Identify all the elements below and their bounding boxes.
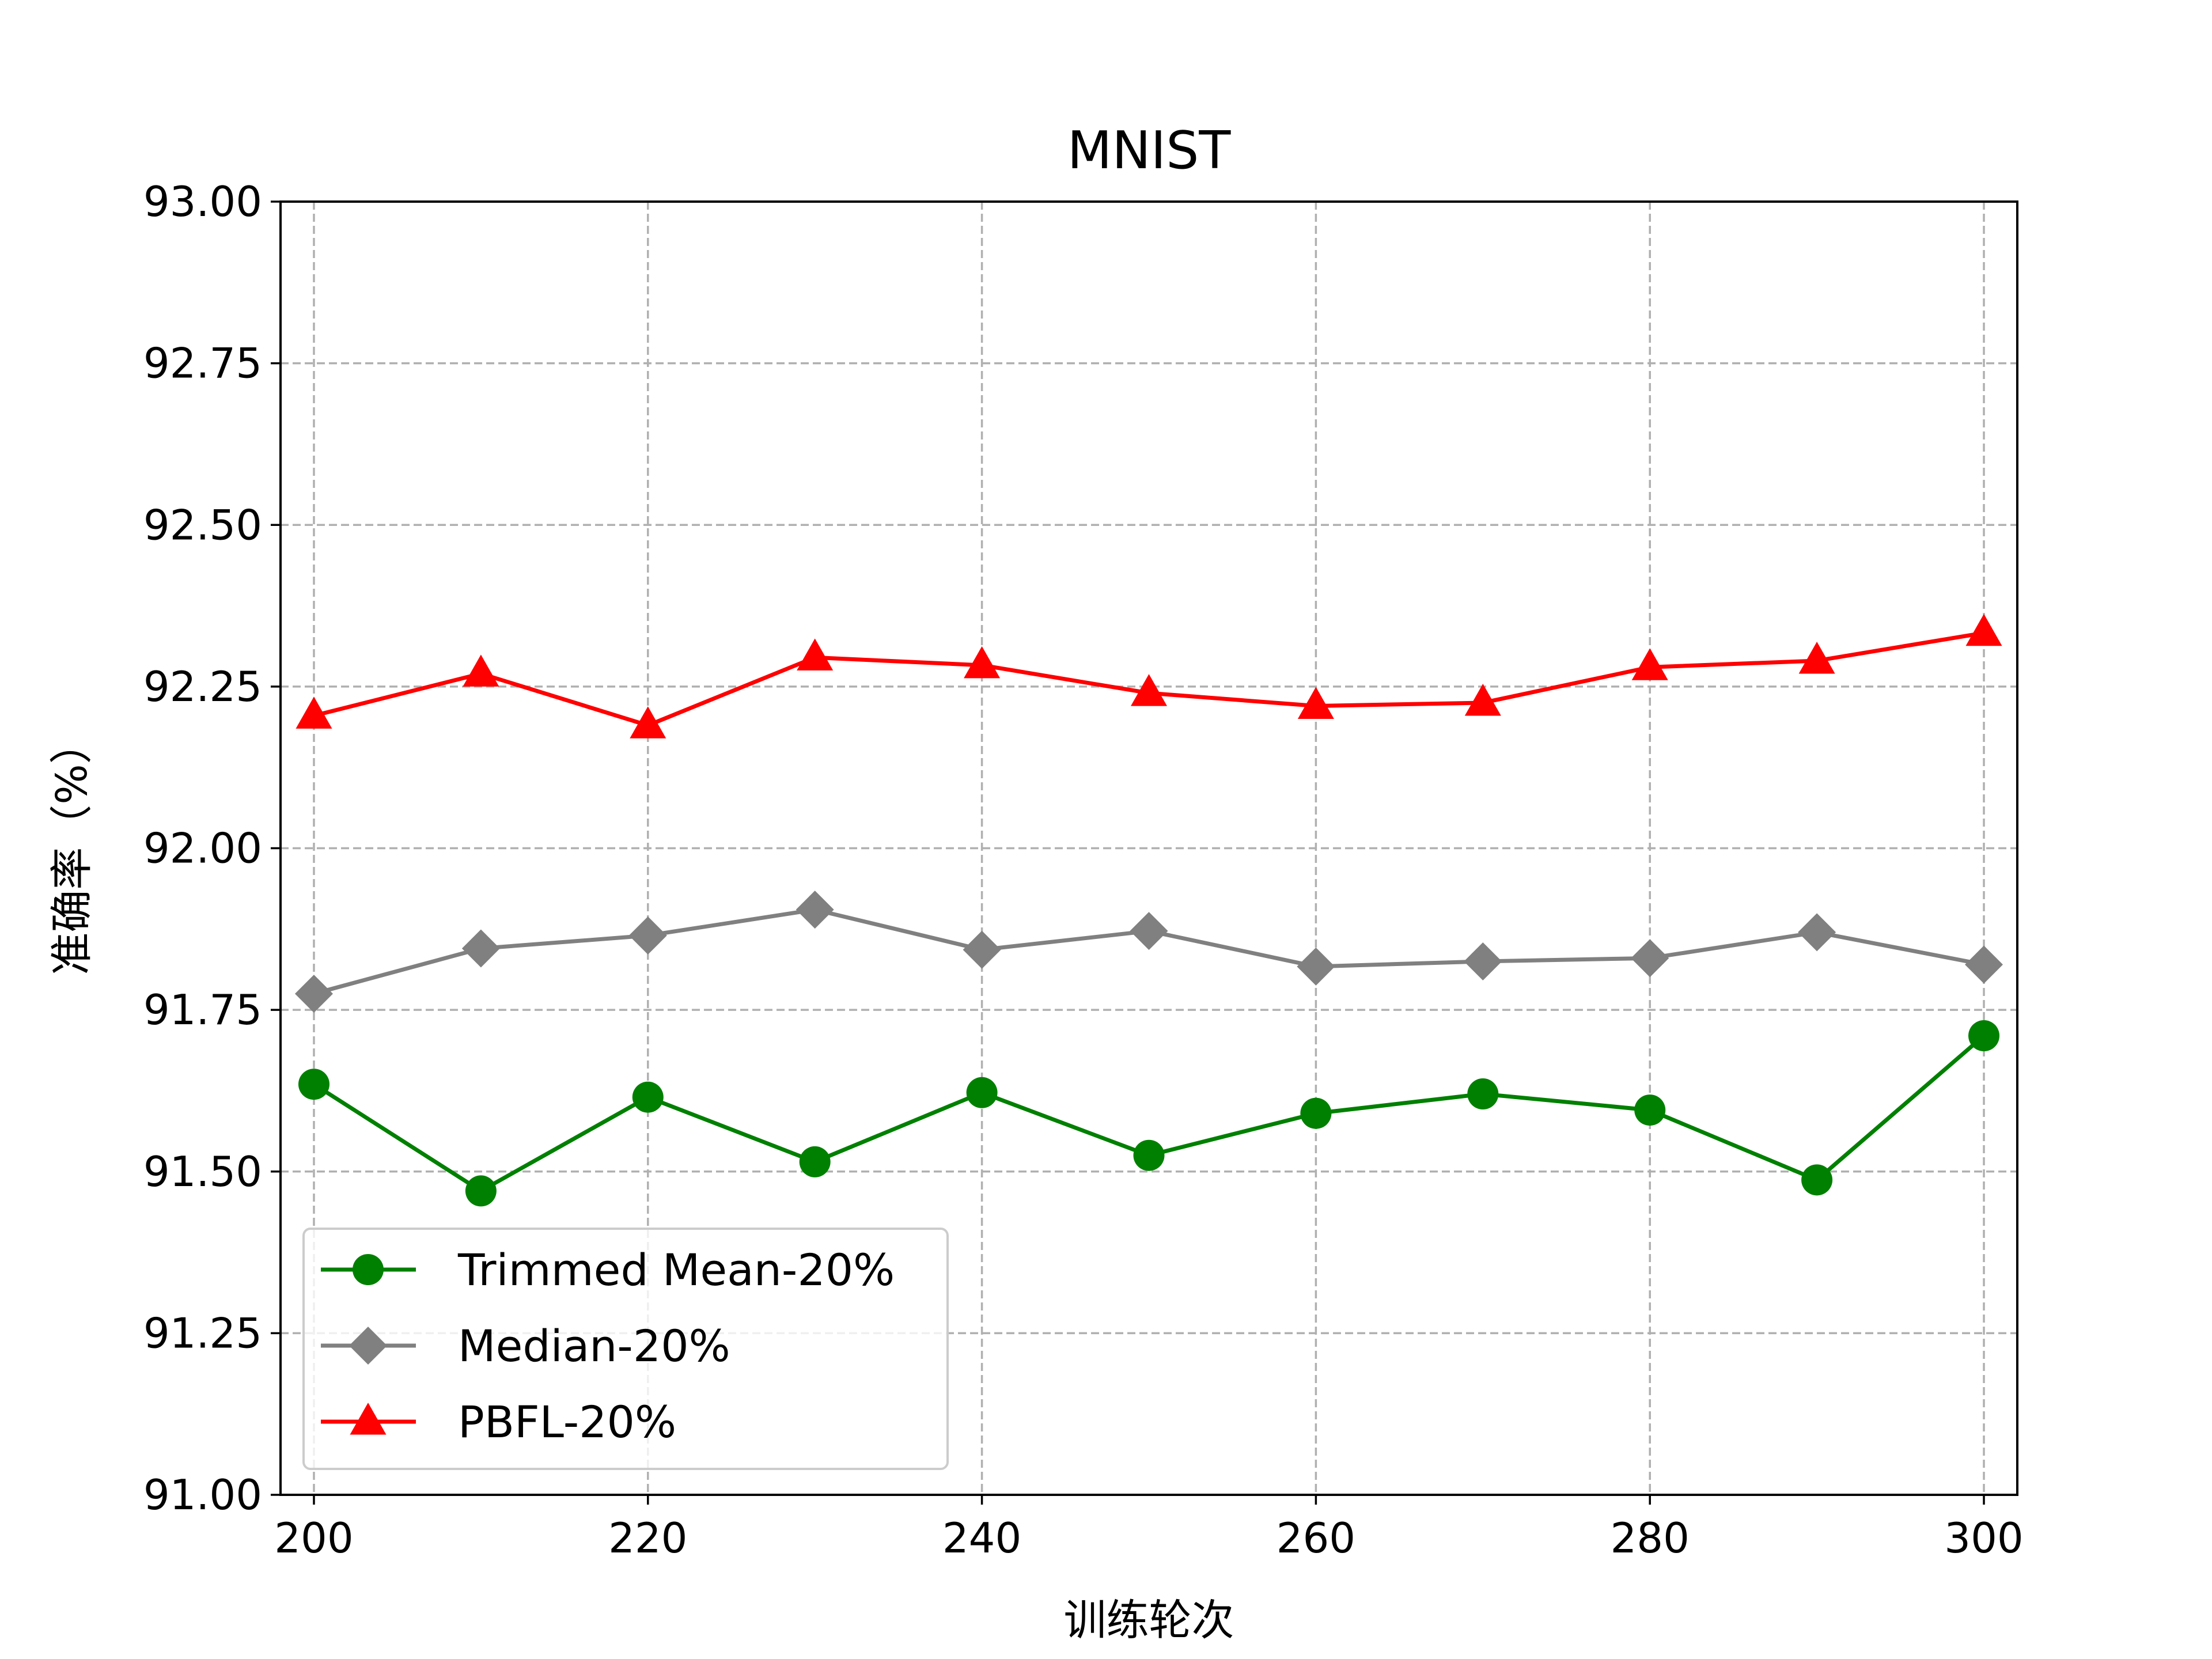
y-axis-label: 准确率（%）	[47, 721, 97, 975]
legend-label: Trimmed Mean-20%	[457, 1244, 895, 1296]
x-tick-label: 200	[274, 1514, 353, 1562]
data-point	[1634, 1094, 1666, 1126]
data-point	[1631, 939, 1669, 978]
data-point	[964, 646, 1001, 679]
data-point	[630, 706, 666, 738]
x-tick-label: 260	[1277, 1514, 1355, 1562]
data-point	[966, 1077, 998, 1108]
data-point	[1965, 613, 2002, 646]
data-point	[463, 654, 499, 687]
legend-entry: PBFL-20%	[321, 1396, 676, 1448]
axis-ticks: 200 220 240 260 280 300 91.00 91.25 91.50 91.75 92…	[143, 177, 2024, 1562]
legend-marker	[349, 1327, 387, 1365]
legend-entry: Trimmed Mean-20%	[321, 1244, 895, 1296]
data-point	[797, 638, 834, 671]
data-point	[294, 975, 333, 1013]
legend-marker	[353, 1254, 384, 1285]
data-point	[1968, 1020, 2000, 1052]
x-tick-label: 300	[1944, 1514, 2023, 1562]
legend: Trimmed Mean-20% Median-20% PBFL-20%	[302, 1228, 949, 1470]
y-tick-label: 91.75	[143, 986, 262, 1034]
series-3	[296, 613, 2002, 738]
data-point	[1631, 648, 1668, 680]
data-point	[465, 1175, 497, 1207]
y-tick-label: 91.25	[143, 1309, 262, 1357]
data-point	[1798, 641, 1835, 674]
data-point	[1464, 683, 1501, 716]
data-point	[1297, 947, 1335, 986]
x-tick-label: 220	[608, 1514, 687, 1562]
data-point	[1801, 1164, 1833, 1196]
series-1	[298, 1020, 2000, 1207]
data-point	[461, 929, 500, 968]
legend-marker	[350, 1403, 387, 1435]
y-tick-label: 92.50	[143, 501, 262, 549]
x-axis-label: 训练轮次	[1064, 1596, 1234, 1645]
data-point	[632, 1081, 664, 1113]
y-tick-label: 92.25	[143, 662, 262, 711]
data-point	[1467, 1078, 1499, 1110]
y-tick-label: 91.00	[143, 1471, 262, 1519]
data-point	[296, 696, 332, 729]
data-point	[1133, 1139, 1165, 1171]
x-tick-label: 240	[942, 1514, 1021, 1562]
y-tick-label: 92.75	[143, 339, 262, 388]
data-point	[799, 1146, 831, 1177]
y-tick-label: 92.00	[143, 824, 262, 873]
data-point	[1300, 1097, 1332, 1129]
y-tick-label: 93.00	[143, 177, 262, 226]
data-point	[1798, 913, 1836, 952]
y-tick-label: 91.50	[143, 1147, 262, 1196]
data-point	[1965, 945, 2003, 984]
data-point	[1464, 942, 1502, 980]
x-tick-label: 280	[1610, 1514, 1689, 1562]
series-layer	[294, 613, 2003, 1207]
legend-entry: Median-20%	[321, 1320, 730, 1372]
legend-label: Median-20%	[458, 1320, 730, 1372]
data-point	[298, 1069, 329, 1100]
series-2	[294, 891, 2003, 1013]
data-point	[963, 930, 1001, 969]
data-point	[628, 916, 667, 955]
data-point	[1297, 687, 1334, 719]
legend-box	[302, 1228, 949, 1470]
data-point	[796, 891, 834, 929]
chart-title: MNIST	[1067, 120, 1232, 181]
data-point	[1131, 674, 1167, 706]
legend-label: PBFL-20%	[458, 1396, 676, 1448]
data-point	[1130, 912, 1168, 950]
